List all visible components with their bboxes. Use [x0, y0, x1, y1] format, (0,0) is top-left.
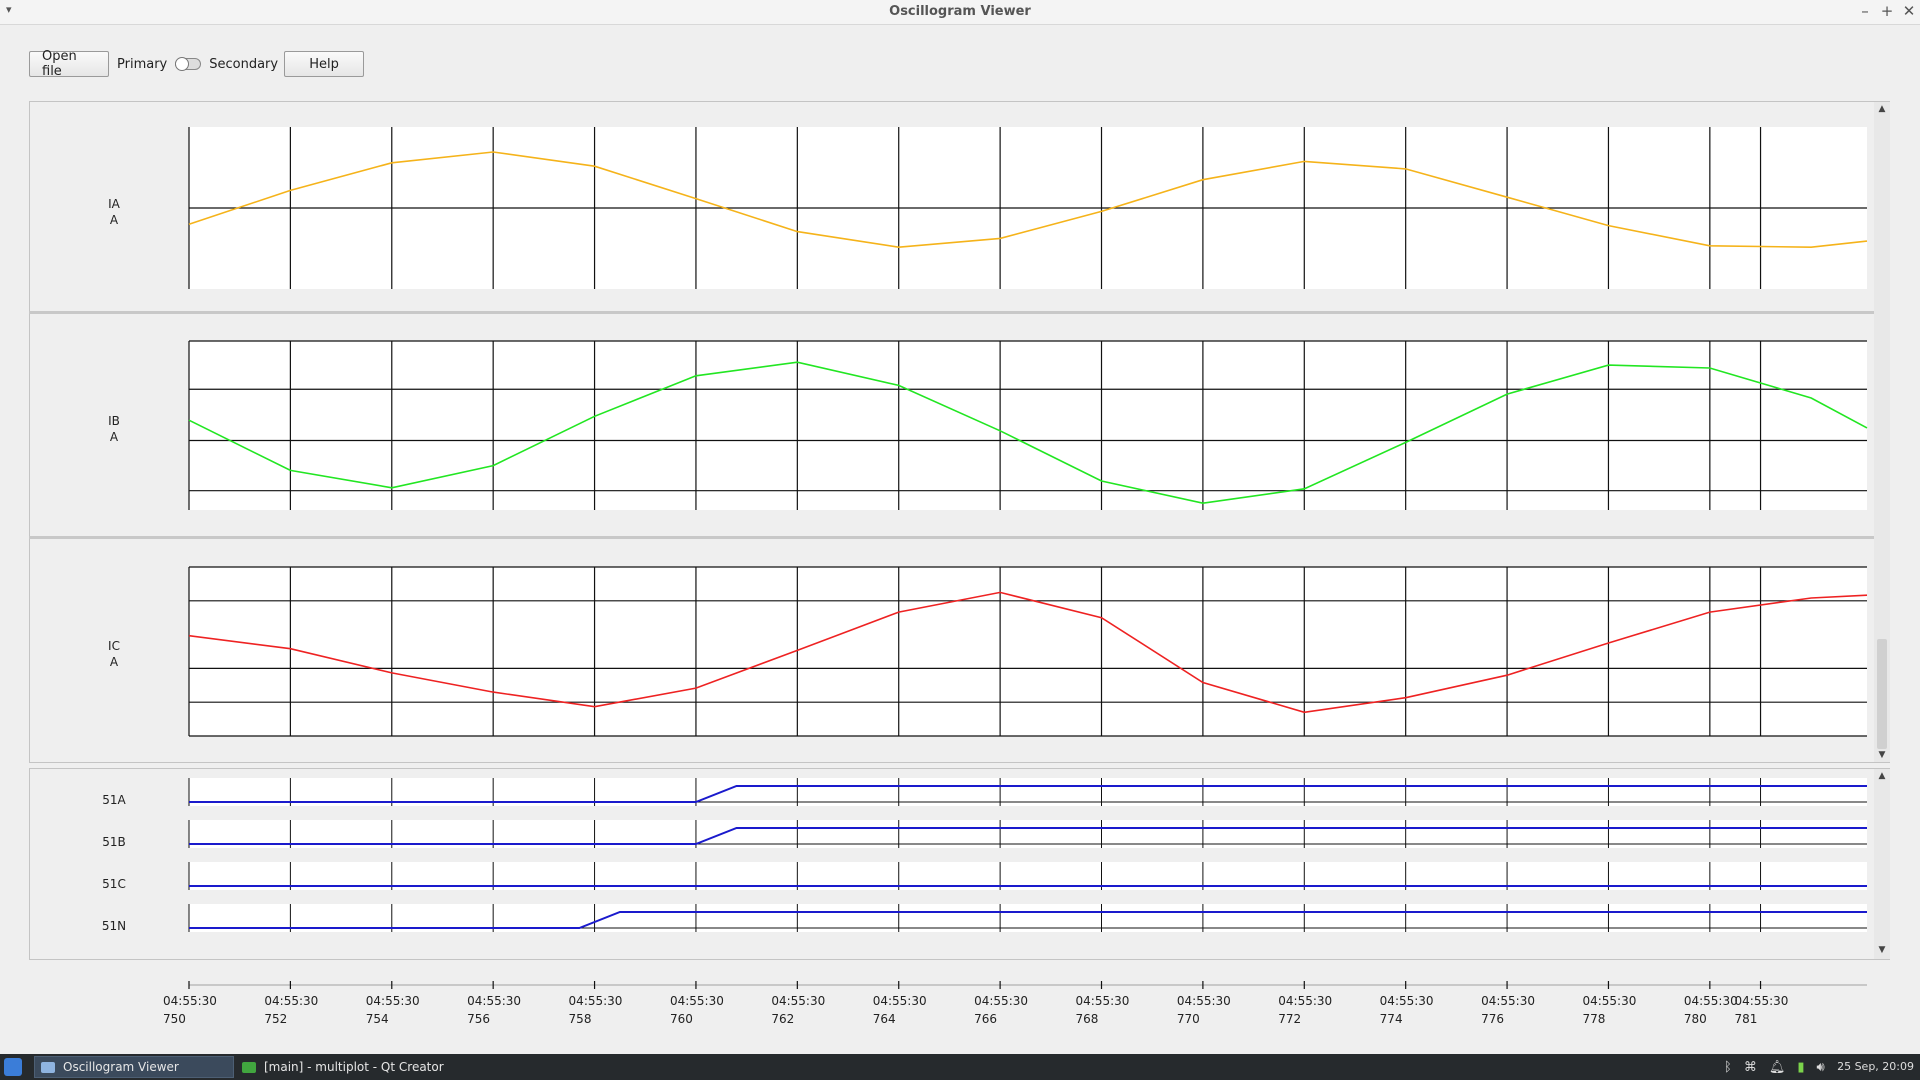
time-tick-label: 04:55:30 [366, 994, 420, 1008]
time-tick-ms-label: 768 [1076, 1012, 1099, 1026]
scroll-down-icon[interactable]: ▼ [1878, 750, 1886, 760]
volume-icon[interactable]: 🔊︎ [1816, 1059, 1825, 1075]
time-tick-ms-label: 776 [1481, 1012, 1504, 1026]
time-tick-label: 04:55:30 [163, 994, 217, 1008]
time-tick-ms-label: 774 [1380, 1012, 1403, 1026]
primary-secondary-toggle[interactable] [175, 57, 202, 71]
time-tick-ms-label: 758 [569, 1012, 592, 1026]
time-tick-label: 04:55:30 [1380, 994, 1434, 1008]
task-label: Oscillogram Viewer [63, 1060, 179, 1074]
time-tick-label: 04:55:30 [1481, 994, 1535, 1008]
analog-scrollbar[interactable]: ▲ ▼ [1874, 102, 1890, 762]
time-tick-ms-label: 766 [974, 1012, 997, 1026]
time-tick-label: 04:55:30 [873, 994, 927, 1008]
toolbar: Open file Primary Secondary Help [29, 49, 365, 79]
time-tick-ms-label: 781 [1735, 1012, 1758, 1026]
taskbar-item-qt-creator[interactable]: [main] - multiplot - Qt Creator [236, 1056, 456, 1078]
primary-label: Primary [117, 56, 168, 72]
bluetooth-icon[interactable]: ᛒ [1724, 1059, 1732, 1075]
time-tick-ms-label: 752 [264, 1012, 287, 1026]
time-tick-ms-label: 762 [771, 1012, 794, 1026]
scroll-up-icon[interactable]: ▲ [1878, 771, 1886, 781]
plot-splitter[interactable] [29, 311, 1890, 314]
toggle-knob [175, 57, 190, 71]
digital-plot-panel [29, 768, 1890, 960]
digital-scrollbar[interactable]: ▲ ▼ [1874, 769, 1890, 959]
time-tick-ms-label: 760 [670, 1012, 693, 1026]
minimize-icon[interactable]: – [1861, 2, 1869, 20]
window-title: Oscillogram Viewer [889, 4, 1031, 19]
plot-splitter[interactable] [29, 536, 1890, 539]
open-file-button[interactable]: Open file [29, 49, 109, 79]
time-tick-label: 04:55:30 [670, 994, 724, 1008]
maximize-icon[interactable]: + [1880, 2, 1894, 20]
time-tick-ms-label: 756 [467, 1012, 490, 1026]
analog-plot-panel [29, 101, 1890, 763]
time-tick-ms-label: 754 [366, 1012, 389, 1026]
task-label: [main] - multiplot - Qt Creator [264, 1060, 444, 1074]
time-tick-label: 04:55:30 [1278, 994, 1332, 1008]
system-tray: ᛒ ⌘ 🔔︎ ▮ 🔊︎ [1712, 1054, 1825, 1080]
battery-icon[interactable]: ▮ [1797, 1059, 1805, 1075]
taskbar: Oscillogram Viewer [main] - multiplot - … [0, 1054, 1920, 1080]
scroll-up-icon[interactable]: ▲ [1878, 104, 1886, 114]
window-menu-icon[interactable]: ▾ [6, 3, 12, 16]
scroll-down-icon[interactable]: ▼ [1878, 945, 1886, 955]
time-tick-label: 04:55:30 [1076, 994, 1130, 1008]
time-tick-label: 04:55:30 [264, 994, 318, 1008]
time-tick-label: 04:55:30 [467, 994, 521, 1008]
time-tick-label: 04:55:30 [1735, 994, 1789, 1008]
notification-bell-icon[interactable]: 🔔︎ [1768, 1059, 1786, 1075]
qt-creator-icon [242, 1061, 256, 1073]
time-tick-label: 04:55:30 [1684, 994, 1738, 1008]
clock[interactable]: 25 Sep, 20:09 [1837, 1060, 1914, 1073]
secondary-label: Secondary [209, 56, 279, 72]
time-tick-label: 04:55:30 [1177, 994, 1231, 1008]
window-titlebar: ▾ Oscillogram Viewer – + ✕ [0, 0, 1920, 25]
network-icon[interactable]: ⌘ [1743, 1059, 1757, 1075]
time-tick-ms-label: 780 [1684, 1012, 1707, 1026]
time-tick-label: 04:55:30 [771, 994, 825, 1008]
time-tick-label: 04:55:30 [1582, 994, 1636, 1008]
window-icon [41, 1061, 55, 1073]
time-tick-ms-label: 770 [1177, 1012, 1200, 1026]
time-tick-ms-label: 750 [163, 1012, 186, 1026]
time-tick-ms-label: 778 [1582, 1012, 1605, 1026]
time-tick-ms-label: 764 [873, 1012, 896, 1026]
taskbar-item-oscillogram-viewer[interactable]: Oscillogram Viewer [34, 1056, 234, 1078]
help-button[interactable]: Help [284, 51, 365, 77]
time-tick-ms-label: 772 [1278, 1012, 1301, 1026]
time-tick-label: 04:55:30 [569, 994, 623, 1008]
time-tick-label: 04:55:30 [974, 994, 1028, 1008]
scroll-thumb[interactable] [1877, 639, 1887, 749]
start-menu-icon[interactable] [4, 1058, 22, 1076]
close-icon[interactable]: ✕ [1902, 2, 1916, 20]
